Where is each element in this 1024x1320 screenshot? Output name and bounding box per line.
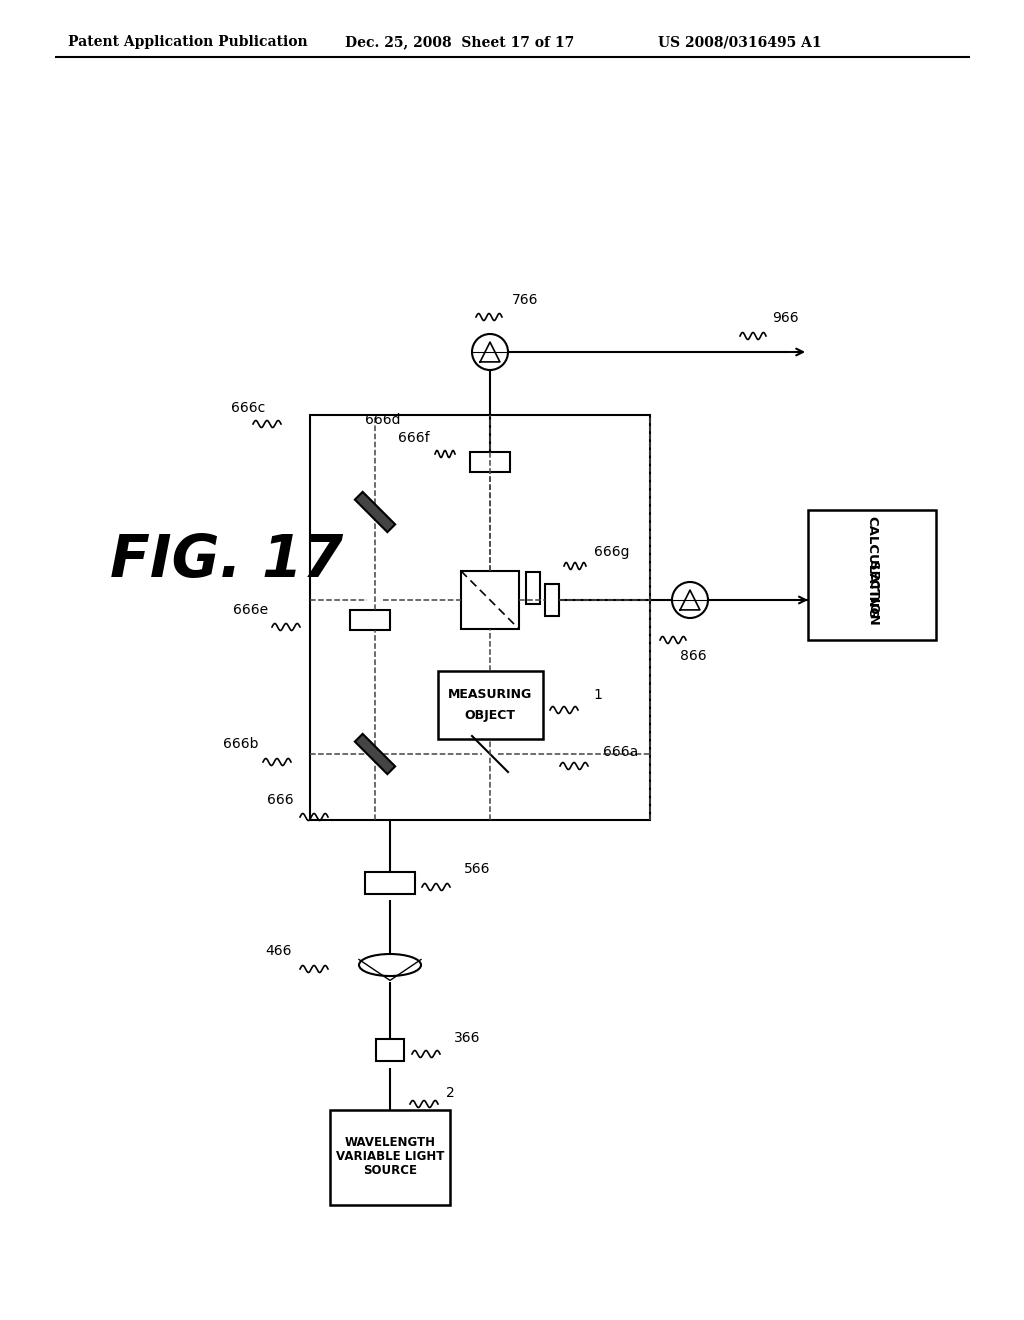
Text: SECTION: SECTION <box>865 561 879 626</box>
Text: 866: 866 <box>680 649 707 663</box>
Polygon shape <box>355 492 395 532</box>
Text: VARIABLE LIGHT: VARIABLE LIGHT <box>336 1151 444 1163</box>
Bar <box>310 414 650 820</box>
Text: 666d: 666d <box>365 413 400 426</box>
Text: 1: 1 <box>593 688 602 702</box>
Text: OBJECT: OBJECT <box>465 709 515 722</box>
Bar <box>376 1039 404 1061</box>
Text: 966: 966 <box>772 312 799 325</box>
Text: CALCULATING: CALCULATING <box>865 516 879 618</box>
Text: 566: 566 <box>464 862 490 876</box>
Bar <box>330 1110 450 1204</box>
Bar <box>461 572 519 630</box>
Text: 366: 366 <box>454 1031 480 1045</box>
Text: 766: 766 <box>512 293 539 308</box>
Text: MEASURING: MEASURING <box>447 689 532 701</box>
Text: Patent Application Publication: Patent Application Publication <box>68 36 307 49</box>
Polygon shape <box>355 734 395 774</box>
Bar <box>545 583 559 616</box>
Text: 666c: 666c <box>230 401 265 414</box>
Text: SOURCE: SOURCE <box>362 1164 417 1177</box>
Text: 666a: 666a <box>603 744 638 759</box>
Text: 2: 2 <box>446 1086 455 1100</box>
Bar <box>350 610 390 630</box>
Circle shape <box>672 582 708 618</box>
Text: 666b: 666b <box>222 737 258 751</box>
Bar <box>437 671 543 739</box>
Text: 666f: 666f <box>398 432 430 445</box>
Bar <box>808 510 936 640</box>
Text: 466: 466 <box>265 944 292 958</box>
Ellipse shape <box>359 954 421 975</box>
Bar <box>526 572 540 605</box>
Text: 666e: 666e <box>232 603 268 616</box>
Text: 666g: 666g <box>594 545 630 558</box>
Text: 666: 666 <box>267 793 294 807</box>
Text: Dec. 25, 2008  Sheet 17 of 17: Dec. 25, 2008 Sheet 17 of 17 <box>345 36 574 49</box>
Text: WAVELENGTH: WAVELENGTH <box>344 1137 435 1150</box>
Bar <box>365 873 415 894</box>
Text: US 2008/0316495 A1: US 2008/0316495 A1 <box>658 36 821 49</box>
Text: FIG. 17: FIG. 17 <box>110 532 343 589</box>
Bar <box>470 451 510 473</box>
Circle shape <box>472 334 508 370</box>
